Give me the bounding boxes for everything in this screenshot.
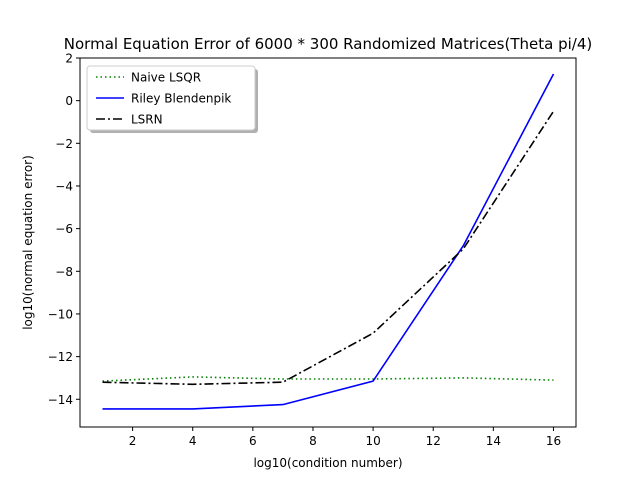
x-axis-label: log10(condition number) bbox=[253, 456, 402, 470]
series-line bbox=[102, 73, 555, 410]
y-tick-label: −2 bbox=[55, 137, 73, 151]
x-tick-label: 12 bbox=[426, 434, 441, 448]
y-tick-label: −10 bbox=[48, 307, 73, 321]
plot-area-frame bbox=[79, 57, 577, 428]
x-tick-label: 8 bbox=[309, 434, 317, 448]
y-axis-ticks: 2 0 −2 −4 −6 −8 −10 −12 −14 bbox=[48, 52, 80, 407]
y-axis-label: log10(normal equation error) bbox=[21, 155, 35, 330]
series-line bbox=[102, 376, 554, 382]
x-tick-label: 14 bbox=[486, 434, 501, 448]
plot-lines bbox=[102, 73, 555, 410]
y-tick-label: −6 bbox=[55, 222, 73, 236]
y-tick-label: −12 bbox=[48, 350, 73, 364]
legend-label: LSRN bbox=[131, 113, 163, 127]
legend-items: Naive LSQR Riley Blendenpik LSRN bbox=[96, 71, 231, 127]
series-line bbox=[102, 110, 555, 386]
legend-label: Naive LSQR bbox=[131, 71, 201, 85]
legend: Naive LSQR Riley Blendenpik LSRN bbox=[86, 65, 258, 133]
x-axis-ticks: 2 4 6 8 10 12 14 16 bbox=[129, 427, 561, 448]
x-tick-label: 2 bbox=[129, 434, 137, 448]
x-tick-label: 6 bbox=[249, 434, 257, 448]
legend-box bbox=[86, 65, 256, 131]
y-tick-label: 2 bbox=[65, 52, 73, 66]
x-tick-label: 4 bbox=[189, 434, 197, 448]
y-tick-label: −14 bbox=[48, 393, 73, 407]
y-tick-label: 0 bbox=[65, 94, 73, 108]
y-tick-label: −8 bbox=[55, 265, 73, 279]
x-tick-label: 10 bbox=[365, 434, 380, 448]
legend-label: Riley Blendenpik bbox=[131, 92, 231, 106]
y-tick-label: −4 bbox=[55, 179, 73, 193]
x-tick-label: 16 bbox=[546, 434, 561, 448]
chart-title: Normal Equation Error of 6000 * 300 Rand… bbox=[64, 35, 592, 53]
